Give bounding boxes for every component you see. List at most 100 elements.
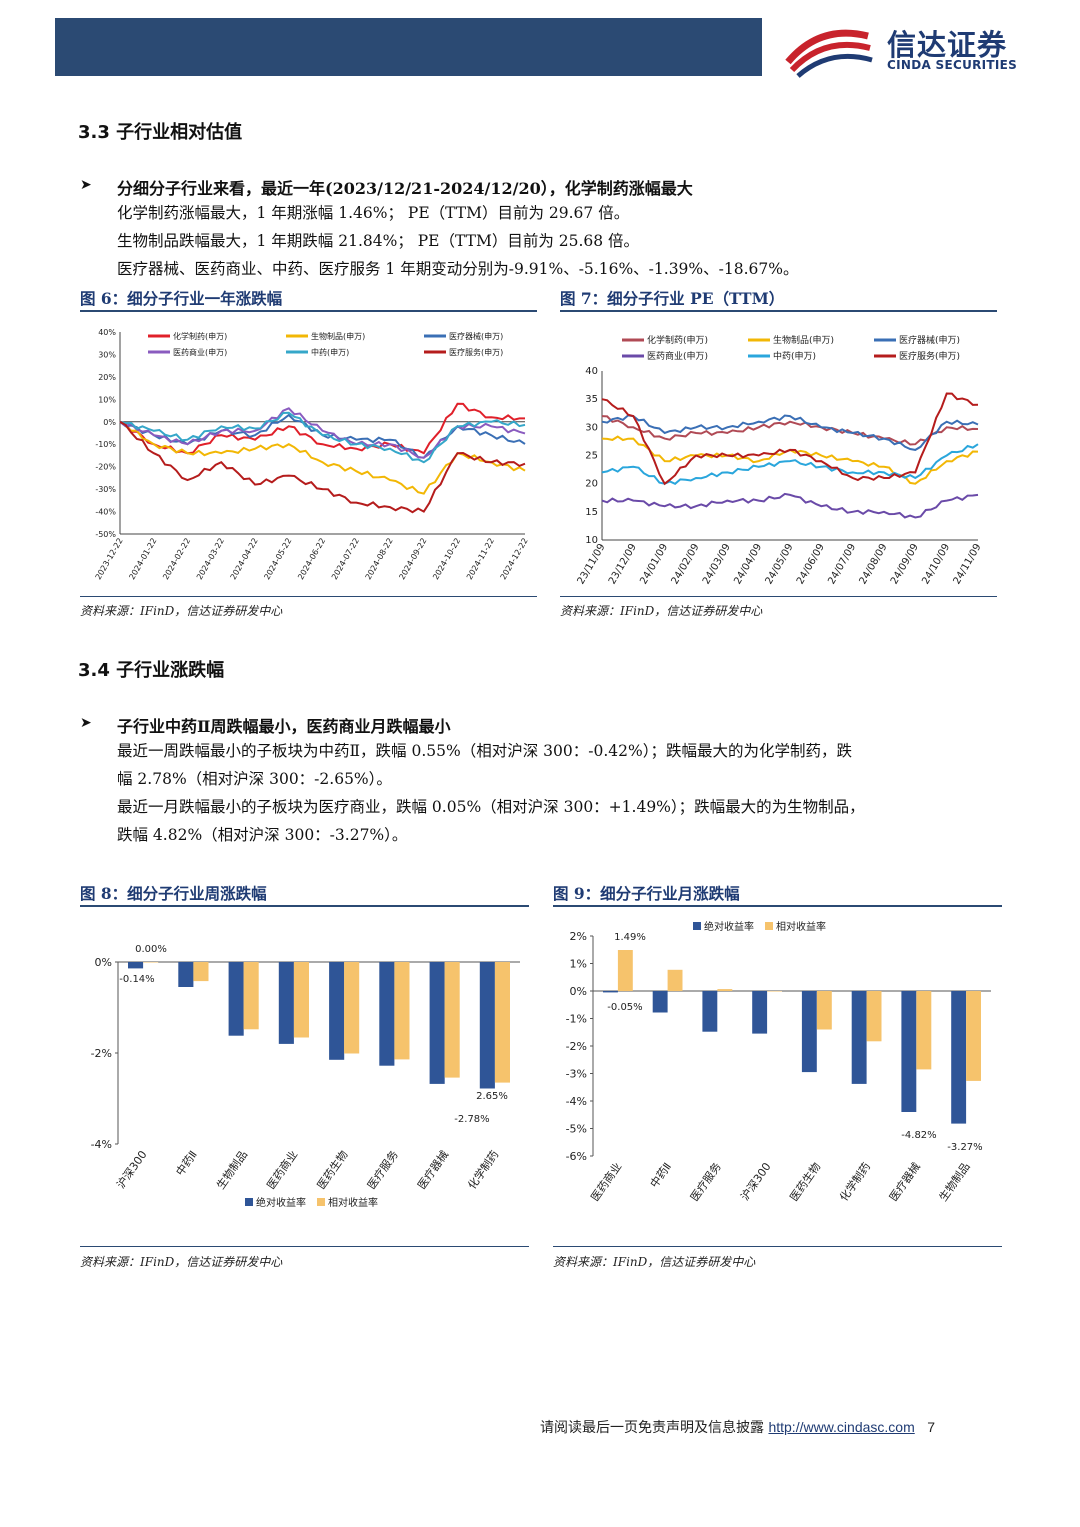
x-tick-label: 24/08/09 — [858, 542, 890, 586]
bullet-arrow-icon: ➤ — [80, 177, 92, 193]
bar — [344, 962, 360, 1054]
fig9-chart: 2% 1% 0% -1% -2% -3% -4% -5% -6%医药商业 中药Ⅱ 医疗服务 沪深300… — [566, 920, 991, 1204]
bar — [702, 991, 718, 1032]
x-tick-label: 化学制药 — [836, 1160, 873, 1204]
x-tick-label: 中药Ⅱ — [173, 1148, 199, 1178]
data-label: -2.78% — [454, 1114, 489, 1125]
bar — [901, 991, 917, 1112]
header-bar — [55, 18, 762, 76]
y-tick-label: 20 — [585, 479, 598, 490]
legend-label: 医疗服务(申万) — [449, 347, 503, 357]
x-tick-label: 医疗器械 — [886, 1160, 923, 1204]
section-heading-34: 3.4 子行业涨跌幅 — [78, 660, 225, 681]
y-tick-label: 20% — [98, 373, 116, 382]
bar — [293, 962, 309, 1038]
x-tick-label: 医疗服务 — [687, 1160, 724, 1204]
legend-swatch — [245, 1198, 253, 1206]
bar — [603, 991, 618, 993]
legend-label: 化学制药(申万) — [173, 331, 227, 341]
page-number: 7 — [927, 1419, 935, 1435]
x-tick-label: 23/11/09 — [576, 542, 608, 586]
data-label: 2.65% — [476, 1091, 508, 1102]
x-tick-label: 医药生物 — [314, 1148, 351, 1192]
y-tick-label: 0% — [103, 418, 116, 427]
y-tick-label: -3% — [566, 1068, 587, 1081]
x-tick-label: 医药商业 — [264, 1148, 301, 1192]
legend-label: 绝对收益率 — [256, 1196, 306, 1209]
series-line — [119, 420, 526, 514]
fig9-source: 资料来源：IFinD，信达证券研发中心 — [553, 1255, 756, 1269]
y-tick-label: -5% — [566, 1123, 587, 1136]
legend-label: 生物制品(申万) — [311, 331, 365, 341]
y-tick-label: -20% — [95, 463, 116, 472]
x-tick-label: 沪深300 — [737, 1160, 773, 1203]
fig7-source: 资料来源：IFinD，信达证券研发中心 — [560, 604, 763, 618]
section-33-line-3: 医疗器械、医药商业、中药、医疗服务 1 年期变动分别为-9.91%、-5.16%… — [117, 260, 799, 278]
bar — [801, 991, 817, 1073]
section-heading-33: 3.3 子行业相对估值 — [78, 122, 243, 143]
logo-en: CINDA SECURITIES — [887, 58, 1018, 72]
data-label: -4.82% — [901, 1130, 936, 1141]
fig7-bottom-rule — [560, 596, 997, 597]
footer-link[interactable]: http://www.cindasc.com — [768, 1419, 915, 1435]
cinda-logo-icon — [785, 29, 873, 78]
series-line — [601, 392, 979, 486]
bar — [652, 991, 668, 1013]
y-tick-label: 30% — [98, 350, 116, 359]
legend-swatch — [693, 922, 701, 930]
bar — [866, 991, 882, 1042]
x-tick-label: 2024-07-22 — [330, 537, 361, 582]
y-tick-label: -4% — [91, 1138, 112, 1151]
bar — [128, 962, 144, 969]
legend-label: 相对收益率 — [776, 920, 826, 933]
data-label: -3.27% — [947, 1142, 982, 1153]
y-tick-label: -1% — [566, 1013, 587, 1026]
bar — [617, 950, 633, 991]
legend-label: 中药(申万) — [773, 350, 816, 362]
bar — [717, 989, 733, 991]
bar — [966, 991, 981, 1081]
x-tick-label: 24/10/09 — [920, 542, 952, 586]
y-tick-label: 2% — [570, 930, 587, 943]
x-tick-label: 2024-10-22 — [431, 537, 462, 582]
x-tick-label: 沪深300 — [113, 1148, 149, 1191]
legend-label: 绝对收益率 — [704, 920, 754, 933]
x-tick-label: 24/11/09 — [952, 542, 984, 586]
series-line — [119, 411, 526, 464]
y-tick-label: 35 — [585, 394, 598, 405]
x-tick-label: 医药生物 — [787, 1160, 824, 1204]
x-tick-label: 24/05/09 — [764, 542, 796, 586]
legend-label: 医药商业(申万) — [173, 347, 227, 357]
bar — [193, 962, 209, 982]
series-line — [601, 414, 979, 451]
fig8-bottom-rule — [80, 1246, 529, 1247]
legend-swatch — [317, 1198, 325, 1206]
fig8-source: 资料来源：IFinD，信达证券研发中心 — [80, 1255, 283, 1269]
x-tick-label: 2024-05-22 — [262, 537, 293, 582]
x-tick-label: 医药商业 — [588, 1160, 625, 1204]
fig8-title: 图 8：细分子行业周涨跌幅 — [80, 884, 267, 903]
x-tick-label: 24/09/09 — [889, 542, 921, 586]
fig6-source: 资料来源：IFinD，信达证券研发中心 — [80, 604, 283, 618]
legend-label: 医疗服务(申万) — [899, 350, 960, 362]
x-tick-label: 2024-12-22 — [499, 537, 530, 582]
x-tick-label: 医疗器械 — [414, 1148, 451, 1192]
fig9-title: 图 9：细分子行业月涨跌幅 — [553, 884, 740, 903]
y-tick-label: 40 — [585, 366, 598, 377]
legend-label: 生物制品(申万) — [773, 334, 834, 346]
x-tick-label: 24/02/09 — [670, 542, 702, 586]
bar — [143, 962, 159, 963]
fig6-chart: 40% 30% 20% 10% 0% -10% -20% -30% -40% -50%2023-1… — [94, 328, 530, 582]
x-tick-label: 医疗服务 — [364, 1148, 401, 1192]
x-tick-label: 2024-01-22 — [127, 537, 158, 582]
series-line — [119, 420, 526, 495]
y-tick-label: 40% — [98, 328, 116, 337]
bullet-arrow-icon: ➤ — [80, 715, 92, 731]
y-tick-label: 30 — [585, 422, 598, 433]
x-tick-label: 2024-04-22 — [229, 537, 260, 582]
legend-label: 医疗器械(申万) — [899, 334, 960, 346]
bar — [178, 962, 194, 987]
bar — [479, 962, 495, 1089]
section-34-line-4: 跌幅 4.82%（相对沪深 300：-3.27%）。 — [117, 826, 408, 844]
bar — [228, 962, 244, 1036]
